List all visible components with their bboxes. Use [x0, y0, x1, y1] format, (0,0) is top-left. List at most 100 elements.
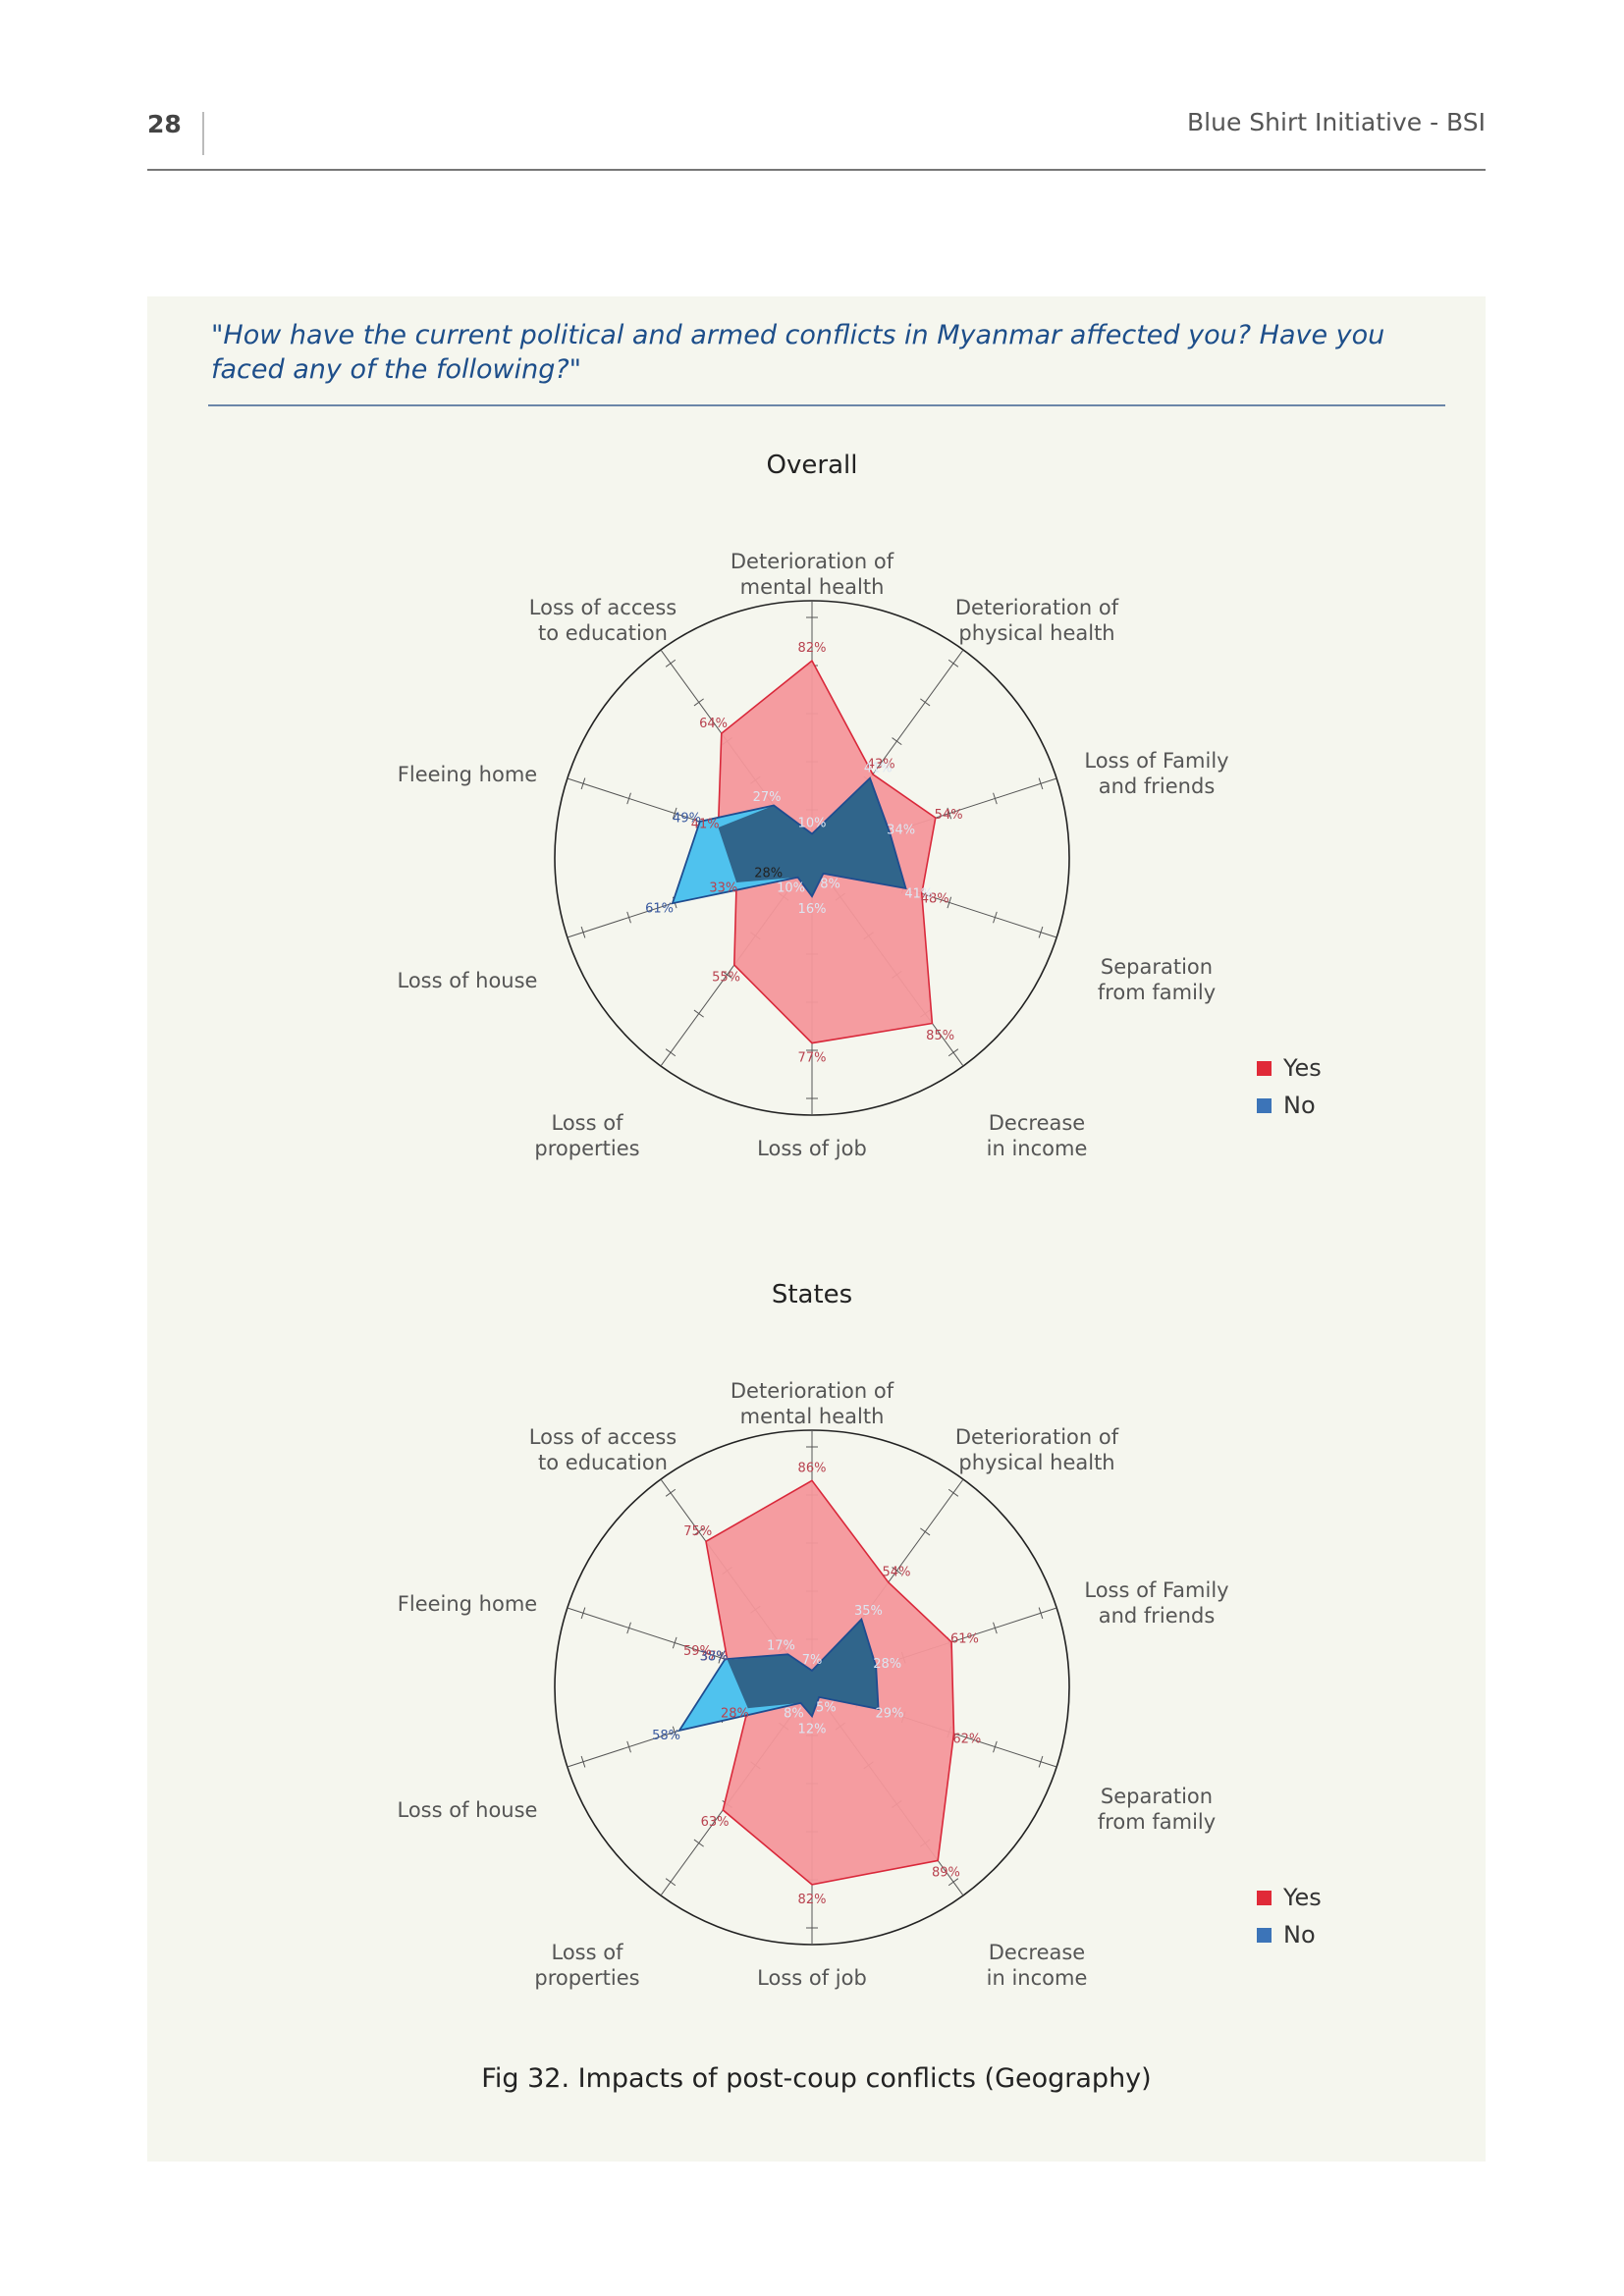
radar-tick: [947, 807, 952, 820]
question-rule: [208, 404, 1445, 406]
radar-tick: [947, 896, 952, 909]
survey-question: "How have the current political and arme…: [211, 320, 1385, 385]
axis-label-line: to education: [538, 621, 668, 645]
series-no-outline: [677, 1617, 880, 1733]
data-label-yes: 54%: [883, 1566, 911, 1580]
data-label-no: 41%: [864, 761, 893, 775]
figure-caption: Fig 32. Impacts of post-coup conflicts (…: [481, 2063, 1152, 2094]
axis-label-line: and friends: [1099, 774, 1216, 798]
axis-label: Fleeing home: [398, 763, 537, 786]
radar-tick: [722, 970, 732, 979]
axis-label: Loss of access to education: [529, 1425, 677, 1474]
data-label-yes: 82%: [798, 641, 827, 656]
radar-chart-overall: Overall Deterioration of mental health Dete…: [147, 444, 1486, 1209]
radar-tick: [947, 1048, 959, 1057]
data-label-yes: 77%: [798, 1051, 827, 1066]
axis-label-line: Loss of Family: [1084, 1578, 1228, 1602]
axis-label-line: and friends: [1099, 1604, 1216, 1628]
data-label-no: 12%: [798, 1722, 827, 1736]
axis-label: Separation from family: [1098, 955, 1216, 1004]
axis-label-line: Fleeing home: [398, 1592, 537, 1616]
data-label-no: 38%: [700, 1650, 729, 1665]
radar-tick: [947, 1488, 959, 1497]
data-label-no: 49%: [673, 812, 701, 827]
data-label-no: 41%: [904, 886, 933, 901]
data-label-yes: 61%: [950, 1631, 979, 1646]
data-label-yes: 48%: [921, 892, 949, 907]
axis-label-line: Loss of Family: [1084, 749, 1228, 773]
legend-item-no: No: [1257, 1916, 1375, 1953]
axis-label: Decrease in income: [987, 1941, 1088, 1990]
axis-label-line: Fleeing home: [398, 763, 537, 786]
data-label-no: 27%: [753, 790, 782, 805]
radar-tick: [1038, 1755, 1044, 1768]
data-label-extra: 28%: [754, 866, 783, 881]
legend-label-yes: Yes: [1283, 1054, 1322, 1082]
data-label-yes: 37%: [700, 1650, 729, 1665]
data-label-no: 28%: [873, 1657, 901, 1672]
series-no-overlap-area: [718, 777, 906, 897]
page-number: 28: [147, 110, 182, 138]
axis-label-line: Loss of job: [757, 1137, 867, 1160]
data-label-no: 10%: [798, 817, 827, 831]
radar-tick: [580, 1755, 586, 1768]
axis-label-line: Loss of house: [398, 1798, 538, 1822]
radar-tick: [626, 792, 631, 805]
radar-tick: [718, 1651, 724, 1664]
radar-tick: [993, 1740, 998, 1753]
header-title: Blue Shirt Initiative - BSI: [1187, 108, 1486, 136]
radar-tick: [1038, 777, 1044, 790]
radar-tick: [580, 777, 586, 790]
legend-label-yes: Yes: [1283, 1884, 1322, 1911]
radar-tick: [693, 1527, 704, 1536]
axis-label-line: Loss of job: [757, 1966, 867, 1990]
data-label-no: 29%: [876, 1707, 904, 1722]
axis-label: Deterioration of physical health: [955, 596, 1119, 645]
axis-label-line: Decrease: [989, 1111, 1085, 1135]
axis-label-line: Loss of access: [529, 596, 677, 619]
data-label-no: 17%: [767, 1639, 795, 1654]
axis-label: Loss of job: [757, 1137, 867, 1160]
chart-title: States: [772, 1280, 852, 1309]
radar-tick: [580, 1607, 586, 1620]
axis-label: Loss of Family and friends: [1084, 1578, 1228, 1628]
radar-tick: [892, 1567, 902, 1575]
data-label-no: 34%: [887, 824, 915, 838]
axis-label-line: Deterioration of: [731, 550, 894, 573]
radar-tick: [672, 807, 677, 820]
data-label-yes: 75%: [683, 1524, 712, 1539]
axis-label-line: Deterioration of: [731, 1379, 894, 1403]
data-label-no: 61%: [645, 902, 674, 917]
radar-tick: [672, 1726, 677, 1738]
axis-label: Loss of house: [398, 969, 538, 992]
radar-tick: [693, 1009, 704, 1018]
data-label-no: 10%: [777, 881, 805, 896]
axis-label-line: mental health: [740, 1405, 885, 1428]
axis-label-line: Decrease: [989, 1941, 1085, 1964]
axis-label-line: properties: [534, 1966, 639, 1990]
legend-label-no: No: [1283, 1921, 1316, 1949]
data-label-yes: 54%: [935, 808, 963, 823]
axis-label-line: Loss of: [552, 1941, 624, 1964]
radar-tick: [580, 926, 586, 938]
data-label-no: 35%: [854, 1604, 883, 1619]
data-label-yes: 89%: [932, 1866, 960, 1881]
axis-label-line: to education: [538, 1451, 668, 1474]
legend-swatch-yes: [1257, 1890, 1272, 1905]
data-label-yes: 82%: [798, 1893, 827, 1907]
axis-label: Deterioration of mental health: [731, 550, 894, 599]
series-no-overlap-area: [727, 1619, 879, 1717]
data-label-yes: 43%: [867, 757, 895, 772]
radar-tick: [626, 911, 631, 924]
data-label-no: 8%: [820, 878, 840, 892]
legend-swatch-no: [1257, 1927, 1272, 1943]
radar-tick: [665, 1048, 677, 1057]
radar-tick: [1038, 926, 1044, 938]
data-label-yes: 41%: [691, 818, 720, 832]
data-label-yes: 28%: [721, 1707, 749, 1722]
radar-chart-states: States Deterioration of mental health Deter…: [147, 1273, 1486, 2039]
data-label-yes: 33%: [709, 881, 737, 895]
axis-label-line: physical health: [958, 621, 1114, 645]
